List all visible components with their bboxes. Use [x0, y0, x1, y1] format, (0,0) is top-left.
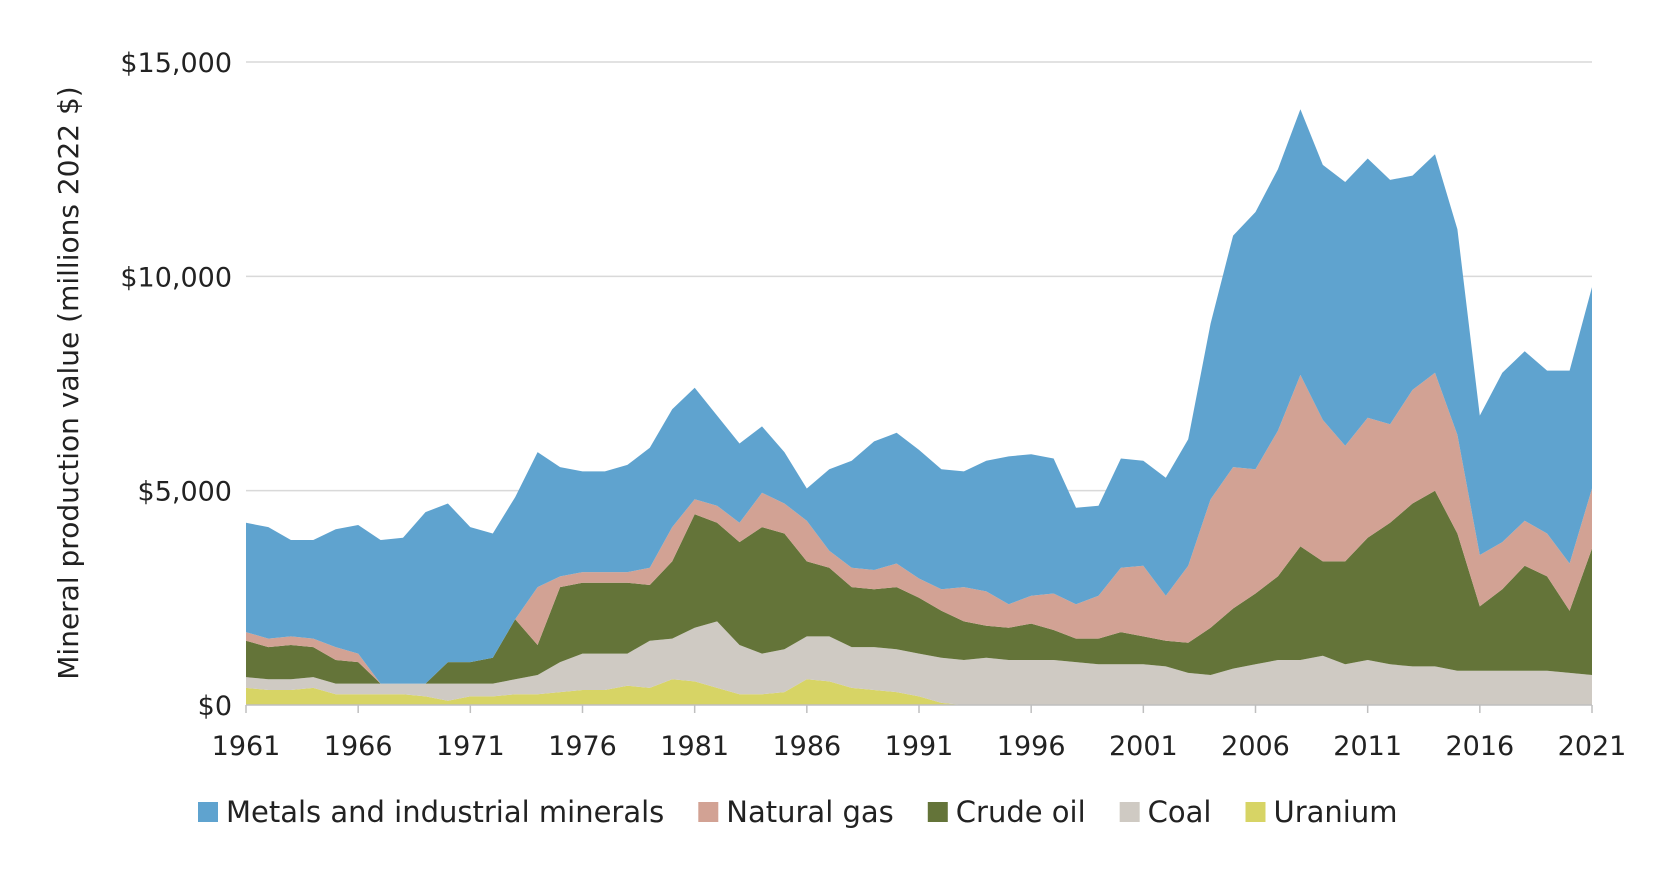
- y-tick-label-0: $0: [198, 691, 232, 722]
- x-tick-label-1991: 1991: [885, 731, 954, 762]
- x-tick-label-1961: 1961: [212, 731, 281, 762]
- legend-swatch-metals-and-industrial-minerals: [198, 802, 218, 822]
- legend: Metals and industrial minerals Natural ga…: [198, 795, 1398, 829]
- area-natural-gas: [246, 372, 1592, 684]
- y-axis-label: Mineral production value (millions 2022 …: [52, 86, 85, 679]
- area-metals-and-industrial-minerals: [246, 109, 1592, 684]
- legend-label-uranium: Uranium: [1274, 795, 1398, 829]
- x-tick-label-2001: 2001: [1109, 731, 1178, 762]
- y-axis-ticks: $0 $5,000 $10,000 $15,000: [120, 48, 232, 722]
- x-tick-label-2011: 2011: [1333, 731, 1402, 762]
- legend-label-crude-oil: Crude oil: [956, 795, 1086, 829]
- area-crude-oil: [246, 490, 1592, 684]
- legend-label-metals-and-industrial-minerals: Metals and industrial minerals: [226, 795, 664, 829]
- x-tick-label-2021: 2021: [1558, 731, 1627, 762]
- y-tick-label-3: $15,000: [120, 48, 232, 79]
- area-uranium: [246, 679, 1592, 705]
- x-axis: 1961 1966 1971 1976 1981 1986 1991 1996 2001 2006…: [212, 704, 1627, 762]
- legend-swatch-natural-gas: [698, 802, 719, 822]
- x-tick-label-1981: 1981: [660, 731, 729, 762]
- x-tick-label-1996: 1996: [997, 731, 1066, 762]
- y-tick-label-1: $5,000: [138, 477, 232, 508]
- x-tick-label-1966: 1966: [324, 731, 393, 762]
- legend-swatch-uranium: [1245, 802, 1266, 822]
- x-tick-label-2006: 2006: [1221, 731, 1290, 762]
- legend-swatch-coal: [1119, 802, 1140, 822]
- area-coal: [246, 621, 1592, 705]
- x-tick-label-2016: 2016: [1445, 731, 1514, 762]
- y-tick-label-2: $10,000: [120, 262, 232, 293]
- x-tick-label-1971: 1971: [436, 731, 505, 762]
- x-tick-label-1976: 1976: [548, 731, 617, 762]
- legend-label-natural-gas: Natural gas: [726, 795, 893, 829]
- stacked-areas: [246, 109, 1592, 705]
- x-tick-label-1986: 1986: [772, 731, 841, 762]
- legend-label-coal: Coal: [1148, 795, 1212, 829]
- legend-swatch-crude-oil: [927, 802, 948, 822]
